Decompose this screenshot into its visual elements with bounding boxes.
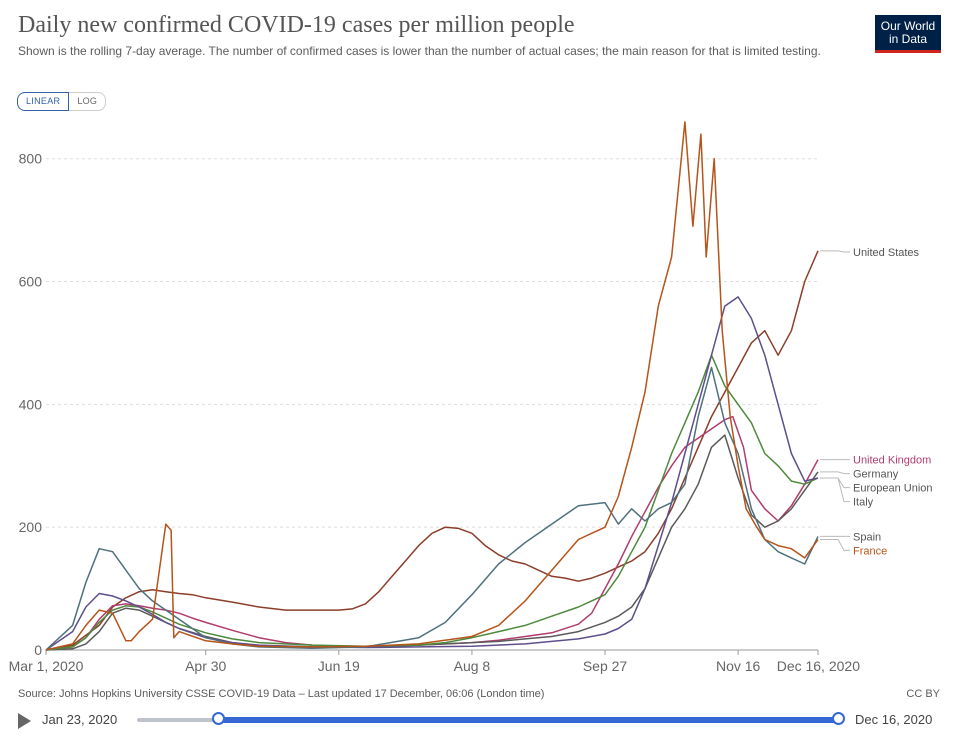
series-label[interactable]: European Union xyxy=(853,483,933,495)
play-icon[interactable] xyxy=(18,713,31,729)
series-line-germany[interactable] xyxy=(45,434,819,651)
timeline-start-handle[interactable] xyxy=(212,712,225,725)
source-note[interactable]: Source: Johns Hopkins University CSSE CO… xyxy=(18,688,545,700)
series-labels: United States United Kingdom Germany Europe… xyxy=(820,247,933,557)
timeline-start-date[interactable]: Jan 23, 2020 xyxy=(42,712,118,727)
license-link[interactable]: CC BY xyxy=(906,688,940,700)
series-label[interactable]: United Kingdom xyxy=(853,455,931,467)
label-connector xyxy=(820,538,850,551)
series-label[interactable]: Italy xyxy=(853,497,874,509)
y-tick-label: 800 xyxy=(19,151,43,167)
scale-toggle: LINEAR LOG xyxy=(17,92,107,111)
x-tick-label: Jun 19 xyxy=(318,658,360,674)
timeline-end-handle[interactable] xyxy=(832,712,845,725)
series-label[interactable]: France xyxy=(853,545,887,557)
gridlines xyxy=(46,158,818,651)
chart-title: Daily new confirmed COVID-19 cases per m… xyxy=(18,12,575,38)
chart-subtitle: Shown is the rolling 7-day average. The … xyxy=(18,44,821,58)
y-axis-ticks: 0 200 400 600 800 xyxy=(19,151,43,658)
x-tick-label: Sep 27 xyxy=(583,658,628,674)
series-line-italy[interactable] xyxy=(45,296,819,651)
timeline-track-inactive[interactable] xyxy=(137,718,219,722)
series-label[interactable]: Spain xyxy=(853,531,881,543)
y-tick-label: 0 xyxy=(34,642,42,658)
series-line-spain[interactable] xyxy=(45,366,819,651)
logo-line-2: in Data xyxy=(888,32,928,46)
linear-scale-button[interactable]: LINEAR xyxy=(17,92,70,111)
x-tick-label: Aug 8 xyxy=(454,658,491,674)
series-line-france[interactable] xyxy=(45,121,819,651)
y-tick-label: 200 xyxy=(19,519,43,535)
x-tick-label: Mar 1, 2020 xyxy=(9,658,84,674)
x-axis-ticks: Mar 1, 2020 Apr 30 Jun 19 Aug 8 Sep 27 Nov 16… xyxy=(9,650,860,674)
series-line-united-states[interactable] xyxy=(45,250,819,651)
label-connector xyxy=(820,477,850,489)
x-tick-label: Nov 16 xyxy=(716,658,761,674)
owid-logo[interactable]: Our World in Data xyxy=(875,15,941,53)
y-tick-label: 400 xyxy=(19,396,43,412)
timeline-track-selected[interactable] xyxy=(219,717,839,723)
series-lines xyxy=(45,121,819,651)
series-label[interactable]: United States xyxy=(853,247,920,259)
timeline-slider: Jan 23, 2020 Dec 16, 2020 xyxy=(0,706,962,736)
x-tick-label: Apr 30 xyxy=(185,658,226,674)
series-line-european-union[interactable] xyxy=(45,354,819,651)
logo-line-1: Our World xyxy=(880,19,936,33)
label-connector xyxy=(820,477,850,503)
timeline-end-date[interactable]: Dec 16, 2020 xyxy=(855,712,933,727)
label-connector xyxy=(820,471,850,475)
log-scale-button[interactable]: LOG xyxy=(69,92,107,111)
y-tick-label: 600 xyxy=(19,274,43,290)
x-tick-label: Dec 16, 2020 xyxy=(777,658,860,674)
label-connector xyxy=(820,250,850,253)
series-label[interactable]: Germany xyxy=(853,469,899,481)
